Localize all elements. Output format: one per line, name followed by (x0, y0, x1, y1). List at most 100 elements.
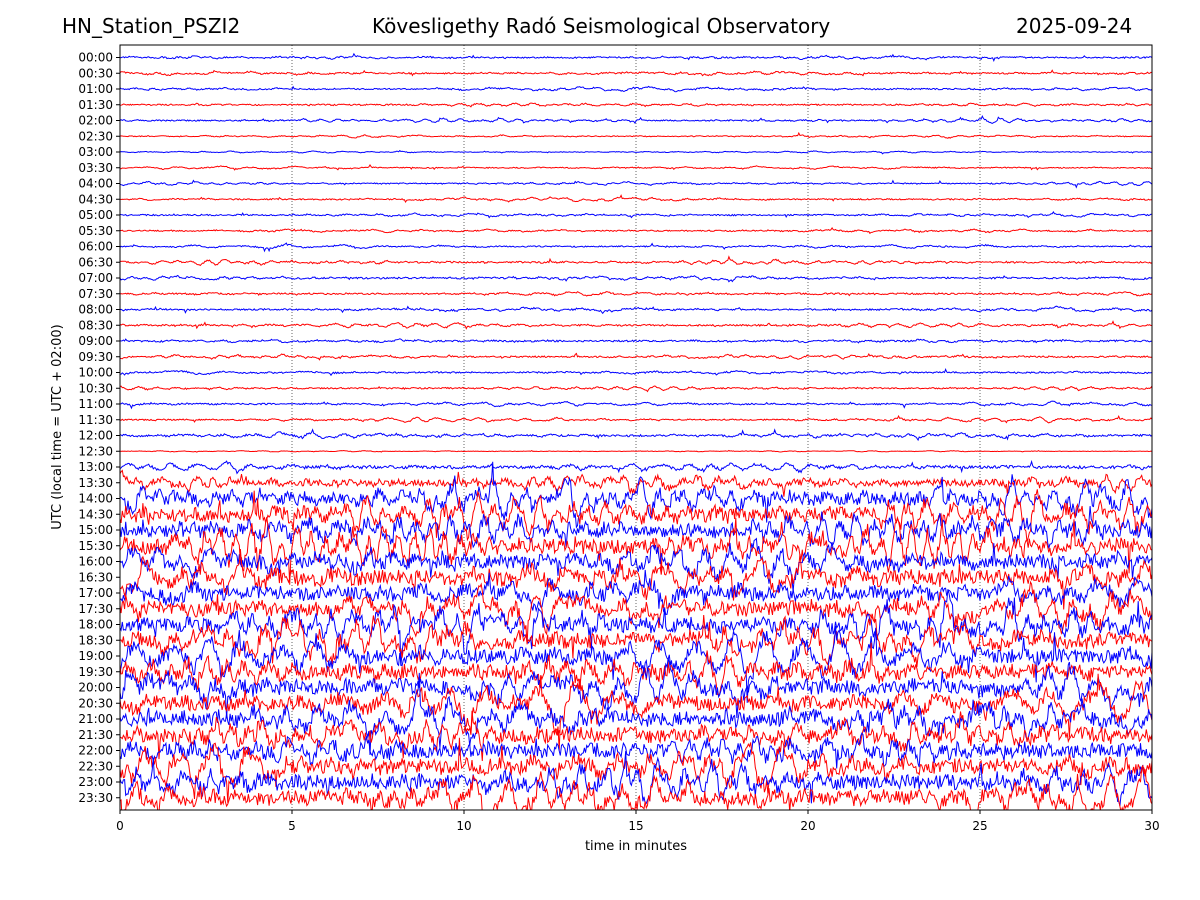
y-tick-label: 14:30 (78, 507, 113, 521)
trace-line (120, 569, 1152, 615)
y-tick-label: 20:00 (78, 681, 113, 695)
y-tick-label: 07:30 (78, 287, 113, 301)
y-tick-label: 09:00 (78, 334, 113, 348)
trace-line (120, 102, 1152, 108)
trace-line (120, 242, 1152, 253)
y-tick-label: 16:30 (78, 570, 113, 584)
trace-line (120, 580, 1152, 645)
trace-line (120, 85, 1152, 93)
y-tick-label: 10:30 (78, 381, 113, 395)
y-tick-label: 11:00 (78, 397, 113, 411)
y-tick-label: 21:30 (78, 728, 113, 742)
date-title: 2025-09-24 (1016, 14, 1133, 38)
y-tick-label: 12:30 (78, 444, 113, 458)
y-tick-label: 00:30 (78, 66, 113, 80)
trace-line (120, 613, 1152, 667)
y-tick-label: 19:00 (78, 649, 113, 663)
trace-line (120, 461, 1152, 529)
trace-line (120, 131, 1152, 139)
trace-line (120, 305, 1152, 315)
x-tick-label: 5 (288, 819, 296, 833)
y-axis-label: UTC (local time = UTC + 02:00) (50, 324, 65, 529)
grid-lines (291, 45, 981, 810)
observatory-title: Kövesligethy Radó Seismological Observat… (372, 14, 831, 38)
trace-line (120, 589, 1152, 666)
x-tick-label: 20 (800, 819, 815, 833)
y-tick-label: 10:00 (78, 366, 113, 380)
trace-layer (120, 52, 1152, 810)
trace-line (120, 226, 1152, 235)
y-tick-label: 15:00 (78, 523, 113, 537)
trace-line (120, 658, 1152, 719)
trace-line (120, 114, 1152, 124)
trace-line (120, 291, 1152, 297)
trace-line (120, 352, 1152, 361)
y-tick-label: 07:00 (78, 271, 113, 285)
trace-line (120, 737, 1152, 803)
trace-line (120, 710, 1152, 762)
y-tick-label: 18:00 (78, 618, 113, 632)
y-tick-label: 09:30 (78, 350, 113, 364)
trace-line (120, 69, 1152, 77)
trace-line (120, 459, 1152, 475)
trace-line (120, 673, 1152, 751)
y-tick-label: 21:00 (78, 712, 113, 726)
x-tick-label: 25 (972, 819, 987, 833)
trace-line (120, 764, 1152, 810)
y-tick-label: 14:00 (78, 492, 113, 506)
y-tick-label: 18:30 (78, 633, 113, 647)
y-tick-label: 01:00 (78, 82, 113, 96)
y-tick-label: 17:00 (78, 586, 113, 600)
trace-line (120, 469, 1152, 497)
y-tick-label: 11:30 (78, 413, 113, 427)
y-tick-label: 00:00 (78, 51, 113, 65)
x-tick-label: 0 (116, 819, 124, 833)
trace-line (120, 385, 1152, 393)
trace-line (120, 368, 1152, 377)
trace-line (120, 449, 1152, 453)
trace-line (120, 732, 1152, 769)
trace-line (120, 52, 1152, 63)
y-tick-label: 01:30 (78, 98, 113, 112)
y-tick-label: 03:00 (78, 145, 113, 159)
y-tick-label: 22:00 (78, 744, 113, 758)
y-tick-label: 15:30 (78, 539, 113, 553)
trace-line (120, 516, 1152, 585)
y-tick-label: 17:30 (78, 602, 113, 616)
trace-line (120, 489, 1152, 543)
y-tick-label: 02:30 (78, 129, 113, 143)
trace-line (120, 164, 1152, 171)
trace-line (120, 548, 1152, 610)
y-tick-label: 06:00 (78, 240, 113, 254)
y-tick-label: 13:00 (78, 460, 113, 474)
trace-line (120, 642, 1152, 696)
trace-line (120, 149, 1152, 155)
y-tick-label: 22:30 (78, 759, 113, 773)
y-tick-label: 19:30 (78, 665, 113, 679)
y-tick-label: 03:30 (78, 161, 113, 175)
x-tick-label: 10 (456, 819, 471, 833)
trace-line (120, 194, 1152, 203)
y-tick-label: 08:00 (78, 303, 113, 317)
trace-line (120, 428, 1152, 442)
x-axis: 0 5 10 15 20 25 30 (116, 810, 1160, 833)
y-tick-label: 23:30 (78, 791, 113, 805)
trace-line (120, 750, 1152, 807)
y-tick-label: 20:30 (78, 696, 113, 710)
trace-line (120, 179, 1152, 189)
trace-line (120, 338, 1152, 344)
trace-line (120, 672, 1152, 756)
y-tick-label: 23:00 (78, 775, 113, 789)
station-title: HN_Station_PSZI2 (62, 14, 241, 38)
y-tick-label: 06:30 (78, 255, 113, 269)
y-tick-label: 12:00 (78, 429, 113, 443)
y-tick-label: 05:30 (78, 224, 113, 238)
trace-line (120, 320, 1152, 330)
trace-line (120, 400, 1152, 410)
x-tick-label: 15 (628, 819, 643, 833)
trace-line (120, 537, 1152, 592)
trace-line (120, 414, 1152, 424)
y-tick-label: 02:00 (78, 114, 113, 128)
